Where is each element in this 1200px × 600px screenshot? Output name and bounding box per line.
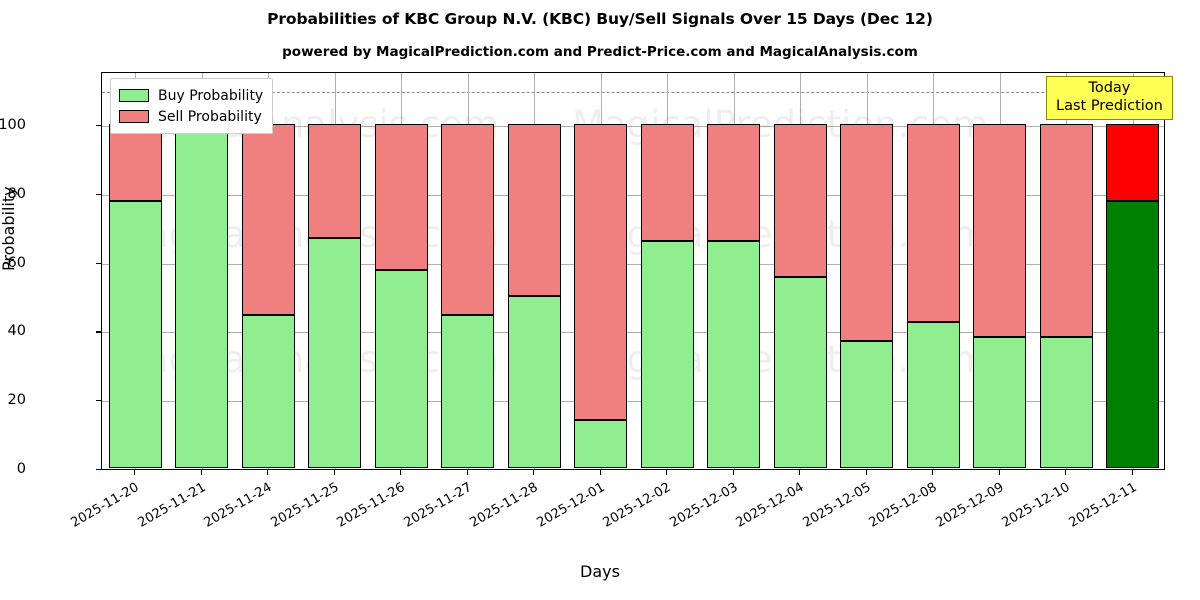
bar-segment-sell[interactable] bbox=[840, 124, 894, 341]
bar-segment-buy[interactable] bbox=[175, 124, 229, 468]
gridline-horizontal bbox=[102, 401, 1164, 403]
bar-segment-buy[interactable] bbox=[973, 337, 1027, 468]
bar-segment-sell[interactable] bbox=[308, 124, 362, 238]
bar-group[interactable] bbox=[308, 71, 362, 469]
x-axis-tick-mark bbox=[865, 470, 867, 475]
x-axis-tick-mark bbox=[200, 470, 202, 475]
y-axis-tick-mark bbox=[96, 193, 101, 195]
bar-segment-sell[interactable] bbox=[374, 124, 428, 271]
bar-segment-buy[interactable] bbox=[108, 201, 162, 468]
page-title: Probabilities of KBC Group N.V. (KBC) Bu… bbox=[267, 10, 933, 28]
x-axis-tick-mark bbox=[666, 470, 668, 475]
gridline-horizontal bbox=[102, 194, 1164, 196]
bar-group[interactable] bbox=[773, 71, 827, 469]
x-axis-tick-mark bbox=[998, 470, 1000, 475]
y-axis-tick-label: 80 bbox=[7, 185, 26, 202]
bar-segment-buy[interactable] bbox=[640, 240, 694, 468]
bar-segment-buy[interactable] bbox=[906, 321, 960, 468]
x-axis-tick-mark bbox=[333, 470, 335, 475]
bar-segment-sell[interactable] bbox=[773, 124, 827, 278]
bar-segment-buy[interactable] bbox=[840, 340, 894, 468]
bar-segment-buy[interactable] bbox=[1106, 201, 1160, 468]
bar-segment-buy[interactable] bbox=[507, 296, 561, 468]
y-axis-tick-label: 40 bbox=[7, 323, 26, 340]
bar-group[interactable] bbox=[507, 71, 561, 469]
legend-label-buy: Buy Probability bbox=[158, 87, 264, 104]
bars-layer bbox=[102, 73, 1164, 469]
bar-segment-sell[interactable] bbox=[707, 124, 761, 241]
x-axis-tick-mark bbox=[134, 470, 136, 475]
bar-segment-buy[interactable] bbox=[707, 240, 761, 468]
bar-group[interactable] bbox=[241, 71, 295, 469]
bar-group[interactable] bbox=[574, 71, 628, 469]
x-axis-tick-mark bbox=[732, 470, 734, 475]
gridline-horizontal bbox=[102, 263, 1164, 265]
x-axis-tick-mark bbox=[400, 470, 402, 475]
y-axis-tick-label: 0 bbox=[16, 461, 26, 477]
legend-label-sell: Sell Probability bbox=[158, 108, 262, 125]
legend-item-sell[interactable]: Sell Probability bbox=[119, 106, 263, 127]
bar-segment-sell[interactable] bbox=[1039, 124, 1093, 338]
bar-segment-buy[interactable] bbox=[773, 277, 827, 468]
bar-segment-sell[interactable] bbox=[574, 124, 628, 420]
y-axis-tick-label: 20 bbox=[7, 392, 26, 409]
bar-segment-buy[interactable] bbox=[441, 314, 495, 468]
bar-group[interactable] bbox=[840, 71, 894, 469]
y-axis-label: Probability bbox=[0, 186, 18, 271]
bar-segment-sell[interactable] bbox=[441, 124, 495, 315]
chart-legend: Buy Probability Sell Probability bbox=[110, 78, 274, 134]
bar-group[interactable] bbox=[175, 71, 229, 469]
x-axis-tick-mark bbox=[533, 470, 535, 475]
today-annotation-line1: Today bbox=[1088, 80, 1131, 96]
chart-subtitle: powered by MagicalPrediction.com and Pre… bbox=[282, 44, 918, 60]
y-axis-tick-mark bbox=[96, 400, 101, 402]
bar-segment-sell[interactable] bbox=[906, 124, 960, 322]
bar-group[interactable] bbox=[374, 71, 428, 469]
bar-group[interactable] bbox=[707, 71, 761, 469]
bar-segment-sell[interactable] bbox=[507, 124, 561, 296]
today-annotation-line2: Last Prediction bbox=[1056, 97, 1163, 114]
y-axis-tick-mark bbox=[96, 125, 101, 127]
x-axis-tick-mark bbox=[932, 470, 934, 475]
bar-segment-buy[interactable] bbox=[308, 237, 362, 468]
bar-group[interactable] bbox=[1106, 71, 1160, 469]
x-axis-tick-mark bbox=[466, 470, 468, 475]
bar-segment-buy[interactable] bbox=[374, 270, 428, 468]
gridline-horizontal bbox=[102, 126, 1164, 127]
bar-group[interactable] bbox=[1039, 71, 1093, 469]
x-axis-tick-mark bbox=[799, 470, 801, 475]
y-axis-tick-mark bbox=[96, 331, 101, 333]
today-annotation: Today Last Prediction bbox=[1046, 76, 1173, 121]
bar-group[interactable] bbox=[441, 71, 495, 469]
bar-group[interactable] bbox=[973, 71, 1027, 469]
y-axis-tick-label: 60 bbox=[7, 254, 26, 271]
y-axis-tick-mark bbox=[96, 469, 101, 471]
bar-group[interactable] bbox=[906, 71, 960, 469]
bar-segment-sell[interactable] bbox=[108, 124, 162, 202]
legend-swatch-sell bbox=[119, 110, 149, 123]
bar-segment-sell[interactable] bbox=[640, 124, 694, 241]
bar-segment-buy[interactable] bbox=[241, 314, 295, 468]
y-axis-tick-label: 100 bbox=[0, 117, 26, 133]
bar-group[interactable] bbox=[640, 71, 694, 469]
bar-segment-sell[interactable] bbox=[973, 124, 1027, 338]
gridline-horizontal bbox=[102, 332, 1164, 334]
y-axis-tick-mark bbox=[96, 262, 101, 264]
bar-group[interactable] bbox=[108, 71, 162, 469]
legend-swatch-buy bbox=[119, 89, 149, 102]
bar-segment-sell[interactable] bbox=[1106, 124, 1160, 202]
bar-segment-sell[interactable] bbox=[241, 124, 295, 315]
bar-segment-buy[interactable] bbox=[574, 419, 628, 468]
x-axis-tick-mark bbox=[267, 470, 269, 475]
x-axis-tick-mark bbox=[1131, 470, 1133, 475]
legend-item-buy[interactable]: Buy Probability bbox=[119, 85, 263, 106]
x-axis-tick-mark bbox=[1065, 470, 1067, 475]
x-axis-label: Days bbox=[580, 562, 620, 581]
bar-segment-buy[interactable] bbox=[1039, 337, 1093, 468]
x-axis-tick-mark bbox=[599, 470, 601, 475]
threshold-line bbox=[102, 91, 1164, 93]
